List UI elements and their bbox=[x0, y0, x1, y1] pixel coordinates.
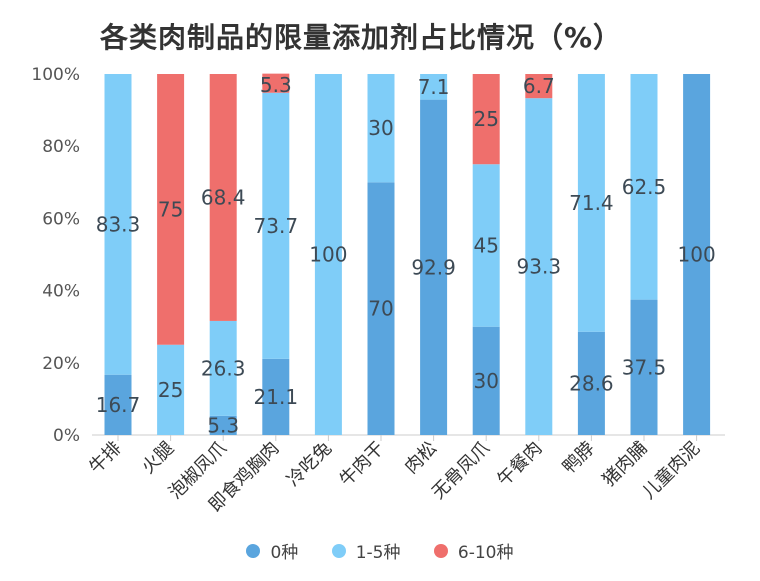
y-tick-label: 20% bbox=[42, 354, 80, 374]
bar-segment bbox=[420, 99, 448, 436]
data-label: 70 bbox=[368, 297, 393, 321]
legend-label-2: 6-10种 bbox=[457, 543, 514, 563]
bar-segment bbox=[577, 74, 605, 332]
data-label: 5.3 bbox=[260, 73, 292, 97]
data-label: 100 bbox=[678, 243, 716, 267]
data-label: 5.3 bbox=[207, 413, 239, 437]
data-label: 21.1 bbox=[254, 385, 299, 409]
data-label: 6.7 bbox=[523, 74, 555, 98]
bar-segment bbox=[104, 374, 132, 435]
bar-segment bbox=[157, 74, 185, 345]
y-tick-label: 80% bbox=[42, 137, 80, 157]
bar-segment bbox=[209, 74, 237, 321]
bar-segment bbox=[683, 74, 711, 435]
data-label: 75 bbox=[158, 197, 183, 221]
x-tick-label: 无骨凤爪 bbox=[428, 438, 494, 504]
y-tick-label: 40% bbox=[42, 282, 80, 302]
bar-segment bbox=[630, 74, 658, 300]
bar-segment bbox=[525, 98, 553, 435]
bar-segment bbox=[209, 320, 237, 416]
data-label: 62.5 bbox=[622, 175, 667, 199]
data-label: 68.4 bbox=[201, 185, 246, 209]
x-tick-label: 牛肉干 bbox=[336, 438, 389, 491]
x-tick-label: 午餐肉 bbox=[493, 438, 546, 491]
x-tick-label: 冷吃兔 bbox=[283, 438, 336, 491]
data-label: 30 bbox=[473, 369, 498, 393]
legend: 0种 1-5种 6-10种 bbox=[0, 538, 760, 563]
x-tick-label: 肉松 bbox=[401, 438, 441, 478]
legend-swatch-1 bbox=[331, 543, 346, 558]
bar-segment bbox=[577, 331, 605, 435]
x-tick-label: 牛排 bbox=[85, 438, 125, 478]
y-tick-label: 60% bbox=[42, 209, 80, 229]
legend-item-1: 1-5种 bbox=[331, 538, 401, 563]
bar-segment bbox=[209, 415, 237, 435]
data-label: 16.7 bbox=[96, 393, 141, 417]
x-tick-label: 鸭脖 bbox=[559, 438, 599, 478]
data-label: 30 bbox=[368, 116, 393, 140]
data-label: 93.3 bbox=[517, 255, 562, 279]
data-label: 25 bbox=[473, 107, 498, 131]
bar-segment bbox=[420, 74, 448, 100]
data-label: 71.4 bbox=[569, 191, 614, 215]
bar-segment bbox=[314, 74, 342, 435]
y-tick-label: 0% bbox=[53, 426, 80, 446]
data-label: 7.1 bbox=[418, 75, 450, 99]
x-tick-label: 儿童肉泥 bbox=[638, 438, 704, 504]
legend-item-2: 6-10种 bbox=[433, 538, 514, 563]
bar-segment bbox=[157, 344, 185, 435]
bar-segment bbox=[367, 74, 395, 183]
bar-segment bbox=[104, 74, 132, 375]
bar-segment bbox=[472, 74, 500, 165]
data-label: 92.9 bbox=[411, 255, 456, 279]
data-label: 26.3 bbox=[201, 356, 246, 380]
x-tick-label: 火腿 bbox=[138, 438, 178, 478]
legend-swatch-0 bbox=[246, 543, 261, 558]
legend-item-0: 0种 bbox=[246, 538, 298, 563]
bar-segment bbox=[262, 358, 290, 435]
data-label: 25 bbox=[158, 378, 183, 402]
bar-segment bbox=[472, 326, 500, 435]
chart-title: 各类肉制品的限量添加剂占比情况（%） bbox=[100, 21, 623, 54]
data-label: 45 bbox=[473, 233, 498, 257]
data-label: 37.5 bbox=[622, 355, 667, 379]
legend-label-0: 0种 bbox=[270, 543, 299, 563]
data-label: 28.6 bbox=[569, 371, 614, 395]
data-label: 73.7 bbox=[254, 214, 299, 238]
data-label: 100 bbox=[309, 243, 347, 267]
bar-segment bbox=[262, 92, 290, 359]
data-label: 83.3 bbox=[96, 212, 141, 236]
legend-label-1: 1-5种 bbox=[355, 543, 401, 563]
y-tick-label: 100% bbox=[31, 65, 80, 85]
bar-segment bbox=[472, 164, 500, 327]
bar-segment bbox=[630, 299, 658, 435]
bar-segment bbox=[367, 182, 395, 435]
legend-swatch-2 bbox=[433, 543, 448, 558]
bar-segment bbox=[262, 73, 290, 93]
bar-segment bbox=[525, 74, 553, 99]
